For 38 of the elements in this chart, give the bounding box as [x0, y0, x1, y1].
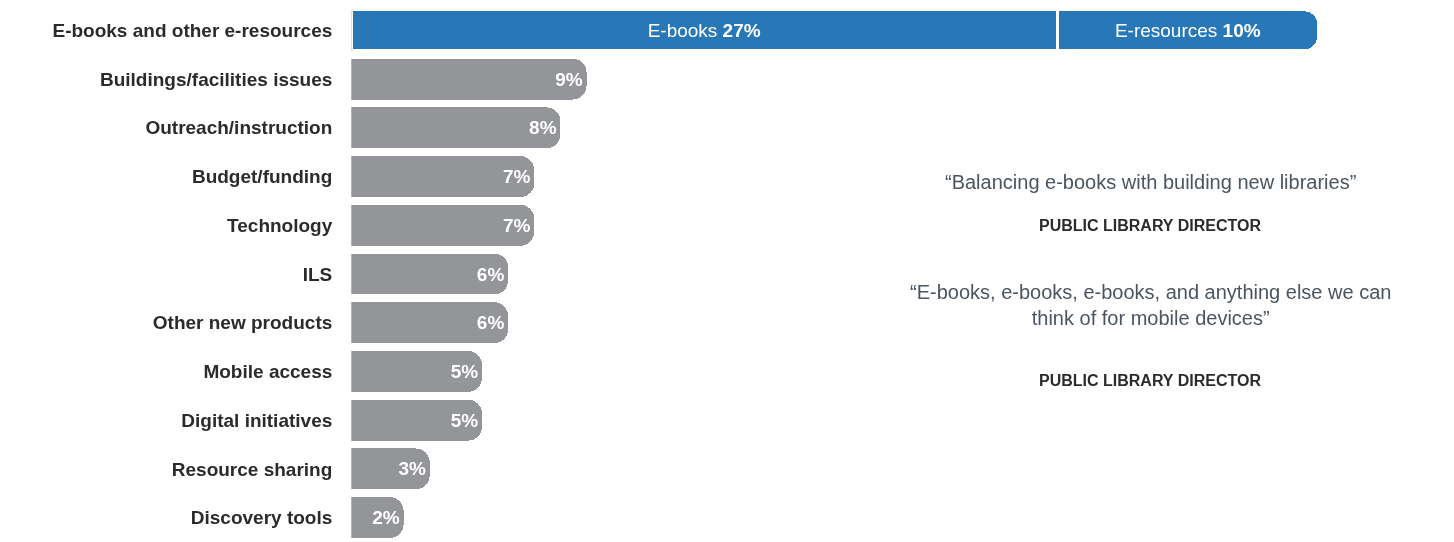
bar: [351, 350, 482, 392]
y-tick-label: Outreach/instruction: [145, 117, 333, 139]
data-label: 5%: [450, 360, 479, 382]
data-label: 8%: [529, 117, 557, 139]
data-label: 7%: [502, 214, 531, 236]
series-label: E-resources: [1114, 19, 1218, 41]
bar: [351, 302, 509, 344]
bar: [351, 107, 561, 149]
data-label: 3%: [398, 458, 426, 480]
data-label: 2%: [372, 507, 400, 529]
y-tick-label: Budget/funding: [191, 166, 333, 188]
y-tick-label: E-books and other e-resources: [52, 20, 333, 42]
y-tick-label: Resource sharing: [171, 458, 333, 480]
data-label: 27%: [722, 19, 761, 41]
y-tick-label: Other new products: [152, 312, 333, 334]
data-label: 7%: [502, 166, 531, 188]
data-label: 9%: [555, 68, 583, 90]
y-tick-label: Buildings/facilities issues: [100, 68, 333, 90]
y-tick-label: Digital initiatives: [181, 409, 333, 431]
data-label: 10%: [1222, 19, 1261, 41]
annotation: “Balancing e-books with building new libraries”: [945, 171, 1357, 193]
annotation: PUBLIC LIBRARY DIRECTOR: [1039, 217, 1262, 234]
y-tick-label: Technology: [227, 214, 333, 236]
annotation: “E-books, e-books, e-books, and anything else we can think of for mobile devices”: [910, 281, 1392, 329]
series-label: E-books: [647, 19, 718, 41]
annotation: PUBLIC LIBRARY DIRECTOR: [1039, 372, 1262, 389]
data-label: 6%: [476, 263, 505, 285]
bar: [351, 204, 535, 246]
data-label: 5%: [450, 409, 479, 431]
bar: [351, 156, 535, 198]
bar: [351, 448, 430, 490]
bar: [351, 58, 587, 100]
bar: [351, 399, 482, 441]
data-label: 6%: [476, 312, 505, 334]
y-tick-label: Mobile access: [203, 361, 333, 383]
y-tick-label: ILS: [302, 263, 333, 285]
bar: [351, 253, 509, 295]
y-tick-label: Discovery tools: [190, 507, 333, 529]
